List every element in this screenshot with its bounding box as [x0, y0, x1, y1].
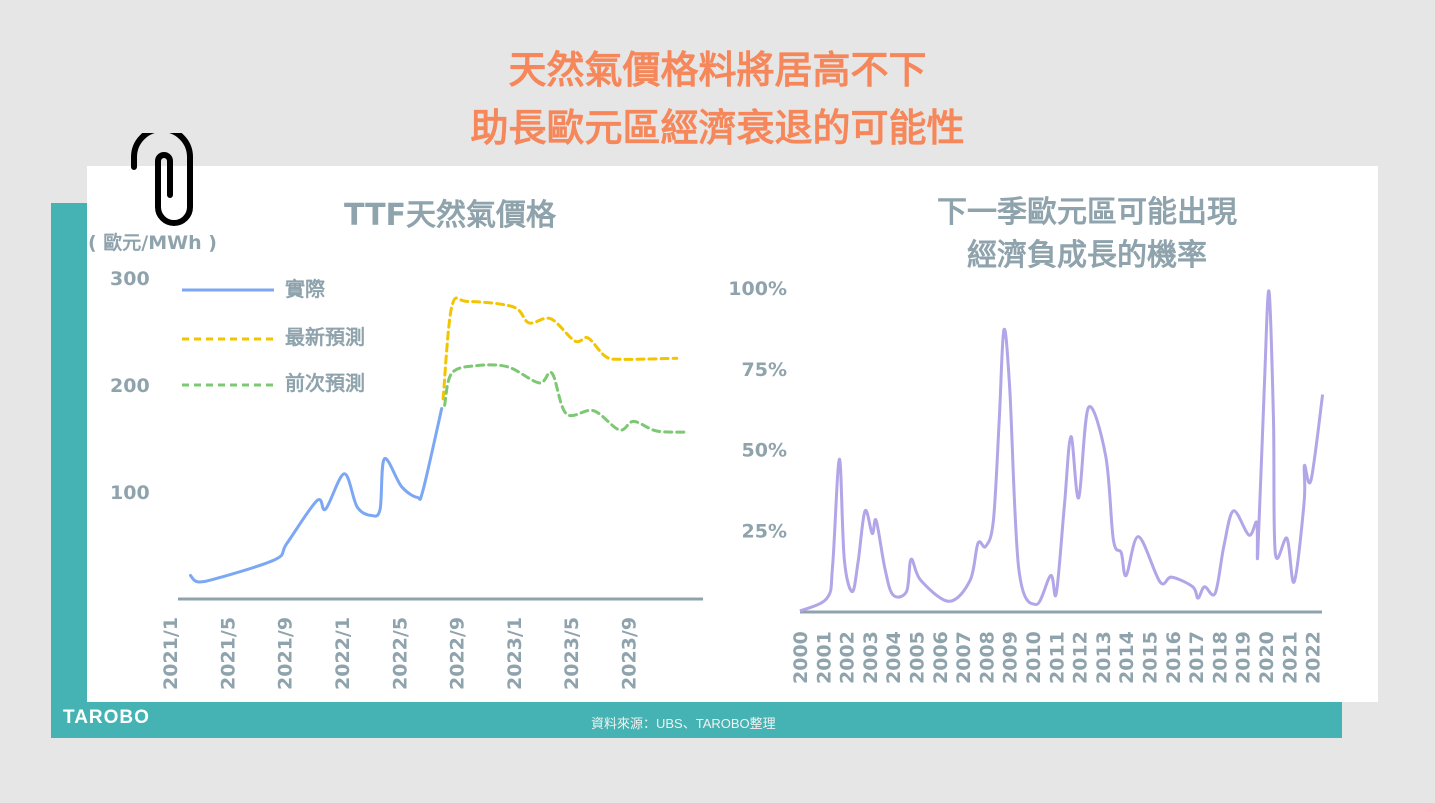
x-tick-label: 2022/1: [332, 617, 354, 690]
x-tick-label: 2021/1: [160, 617, 182, 690]
x-tick-label: 2021/9: [275, 617, 297, 690]
x-tick-label: 2023/5: [561, 617, 583, 690]
x-tick-label: 2023/9: [619, 617, 641, 690]
legend-label-actual: 實際: [285, 277, 326, 301]
y-tick-label: 300: [110, 268, 150, 290]
source-note: 資料來源：UBS、TAROBO整理: [591, 716, 776, 731]
title-line-1: 天然氣價格料將居高不下: [508, 48, 927, 92]
series-actual: [189, 407, 444, 584]
legend-label-previous: 前次預測: [285, 371, 365, 395]
y-axis-unit: ( 歐元/MWh ): [88, 231, 217, 254]
x-tick-label: 2022/5: [389, 617, 411, 690]
y-tick-label: 100: [110, 482, 150, 504]
x-tick-label: 2023/1: [504, 617, 526, 690]
footer-bar: TAROBO 資料來源：UBS、TAROBO整理: [51, 704, 1342, 738]
legend: 實際 最新預測 前次預測: [182, 277, 365, 395]
x-tick-label: 2022/9: [447, 617, 469, 690]
paperclip-icon: [131, 133, 193, 226]
y-tick-label: 200: [110, 375, 150, 397]
chart-title: TTF天然氣價格: [344, 198, 557, 233]
x-tick-label: 2021/5: [217, 617, 239, 690]
title-line-2: 助長歐元區經濟衰退的可能性: [470, 106, 965, 150]
series-latest-forecast: [441, 296, 679, 401]
series-previous-forecast: [443, 363, 689, 434]
legend-label-latest: 最新預測: [285, 325, 365, 349]
tarobo-logo: TAROBO: [63, 707, 150, 728]
